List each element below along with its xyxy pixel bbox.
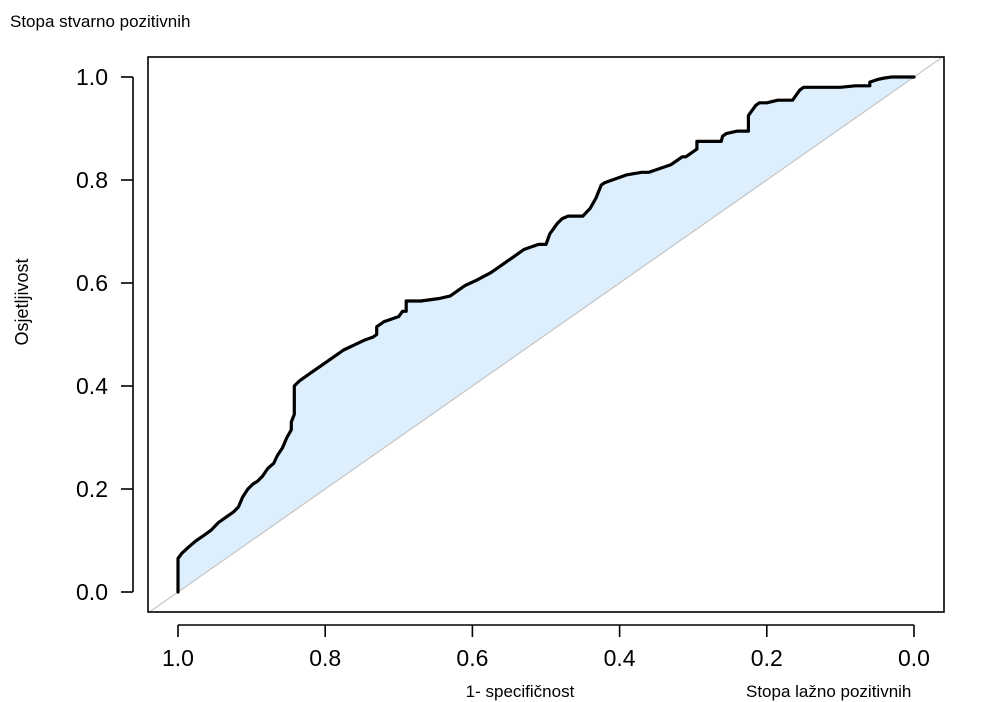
x-tick-label: 0.8: [309, 645, 341, 671]
x-tick-label: 0.6: [456, 645, 488, 671]
plot-frame: [147, 56, 945, 613]
bottom-right-annotation: Stopa lažno pozitivnih: [746, 682, 912, 701]
y-tick-label: 0.0: [76, 579, 108, 605]
y-tick-label: 0.2: [76, 476, 108, 502]
y-tick-label: 0.4: [76, 373, 108, 399]
x-tick-label: 0.4: [604, 645, 636, 671]
y-axis-title: Osjetljivost: [12, 258, 32, 345]
y-tick-label: 1.0: [76, 64, 108, 90]
x-axis-title: 1- specifičnost: [466, 682, 575, 701]
reference-diagonal-line: [148, 55, 944, 614]
y-tick-label: 0.8: [76, 167, 108, 193]
x-tick-label: 0.0: [898, 645, 930, 671]
y-tick-label: 0.6: [76, 270, 108, 296]
axes: 1.0 0.8 0.6 0.4 0.2 0.0 0.0 0.2 0.4 0.6 0.8 1.0: [76, 56, 945, 671]
x-tick-label: 1.0: [162, 645, 194, 671]
top-left-annotation: Stopa stvarno pozitivnih: [10, 12, 191, 31]
roc-curve-line: [176, 75, 916, 594]
x-tick-label: 0.2: [751, 645, 783, 671]
plot-area: [148, 55, 944, 614]
